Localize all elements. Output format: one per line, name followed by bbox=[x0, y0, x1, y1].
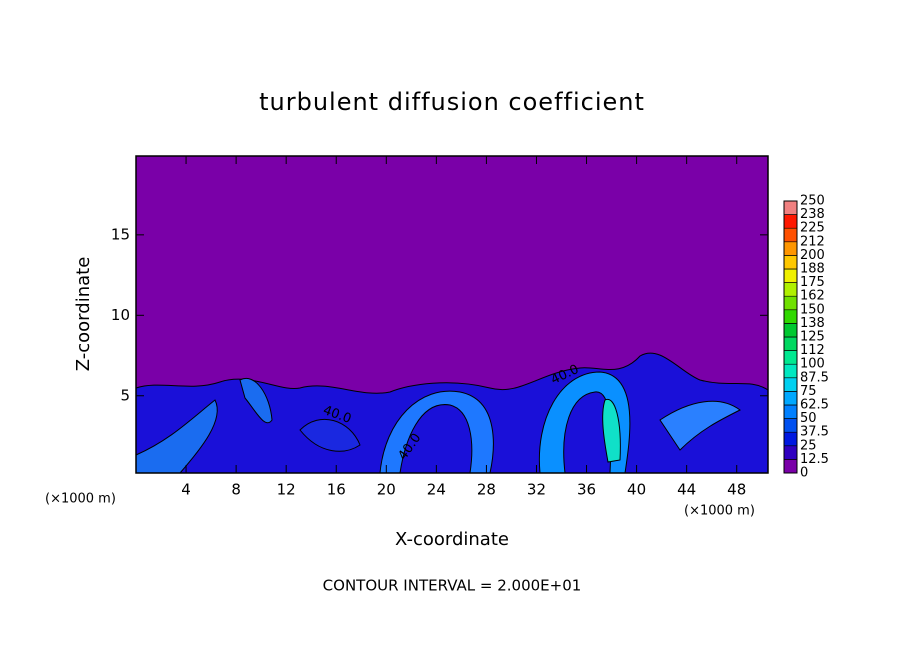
colorbar-segment bbox=[783, 309, 798, 324]
colorbar-label: 25 bbox=[800, 438, 817, 453]
x-tick-label: 36 bbox=[577, 481, 596, 499]
colorbar-segment bbox=[783, 295, 798, 311]
colorbar-label: 112 bbox=[800, 343, 825, 358]
colorbar-label: 62.5 bbox=[800, 398, 829, 413]
colorbar-label: 162 bbox=[800, 289, 825, 304]
colorbar-label: 50 bbox=[800, 411, 817, 426]
x-tick-label: 32 bbox=[527, 481, 546, 499]
x-axis-label: X-coordinate bbox=[395, 529, 509, 550]
colorbar-label: 12.5 bbox=[800, 452, 829, 467]
colorbar-label: 200 bbox=[800, 248, 825, 263]
colorbar-segment bbox=[783, 391, 798, 406]
x-tick-label: 12 bbox=[277, 481, 296, 499]
colorbar-segment bbox=[783, 336, 798, 351]
colorbar-segment bbox=[783, 268, 798, 283]
x-tick-label: 48 bbox=[727, 481, 746, 499]
plot-frame bbox=[135, 155, 769, 474]
colorbar-segment bbox=[783, 404, 798, 419]
colorbar-segment bbox=[783, 323, 798, 338]
colorbar-segment bbox=[783, 418, 798, 433]
colorbar-label: 212 bbox=[800, 234, 825, 249]
colorbar-label: 37.5 bbox=[800, 425, 829, 440]
colorbar-label: 125 bbox=[800, 330, 825, 345]
colorbar-label: 75 bbox=[800, 384, 817, 399]
colorbar-label: 87.5 bbox=[800, 370, 829, 385]
colorbar-segment bbox=[783, 350, 798, 365]
colorbar-label: 250 bbox=[800, 194, 825, 209]
colorbar-label: 225 bbox=[800, 221, 825, 236]
colorbar-label: 150 bbox=[800, 302, 825, 317]
colorbar-label: 138 bbox=[800, 316, 825, 331]
x-tick-label: 8 bbox=[231, 481, 241, 499]
colorbar-label: 175 bbox=[800, 275, 825, 290]
x-tick-label: 44 bbox=[677, 481, 696, 499]
x-tick-label: 4 bbox=[181, 481, 191, 499]
chart-title: turbulent diffusion coefficient bbox=[259, 88, 645, 116]
colorbar-segment bbox=[783, 200, 798, 215]
colorbar-segment bbox=[783, 255, 798, 270]
colorbar-segment bbox=[783, 241, 798, 256]
x-unit-label: (×1000 m) bbox=[45, 492, 116, 507]
colorbar-segment bbox=[783, 377, 798, 392]
y-tick-label: 5 bbox=[120, 386, 130, 404]
colorbar-segment bbox=[783, 214, 798, 229]
colorbar-label: 188 bbox=[800, 262, 825, 277]
colorbar-label: 0 bbox=[800, 466, 808, 481]
colorbar-segment bbox=[783, 431, 798, 447]
colorbar-frame bbox=[783, 200, 798, 474]
y-tick-label: 10 bbox=[111, 306, 130, 324]
colorbar-segment bbox=[783, 445, 798, 460]
colorbar-segment bbox=[783, 227, 798, 243]
x-tick-label: 20 bbox=[377, 481, 396, 499]
turbulent-layer bbox=[135, 352, 769, 474]
x-tick-label: 16 bbox=[327, 481, 346, 499]
y-tick-label: 15 bbox=[111, 225, 130, 243]
colorbar-segment bbox=[783, 282, 798, 297]
colorbar-segment bbox=[783, 459, 798, 474]
footer-note: CONTOUR INTERVAL = 2.000E+01 bbox=[323, 577, 582, 595]
x-tick-label: 40 bbox=[627, 481, 646, 499]
colorbar-label: 238 bbox=[800, 207, 825, 222]
y-axis-label: Z-coordinate bbox=[73, 257, 94, 372]
colorbar-label: 100 bbox=[800, 357, 825, 372]
colorbar-segment bbox=[783, 363, 798, 379]
x-tick-label: 24 bbox=[427, 481, 446, 499]
x-tick-label: 28 bbox=[477, 481, 496, 499]
x-unit-label: (×1000 m) bbox=[684, 504, 755, 519]
